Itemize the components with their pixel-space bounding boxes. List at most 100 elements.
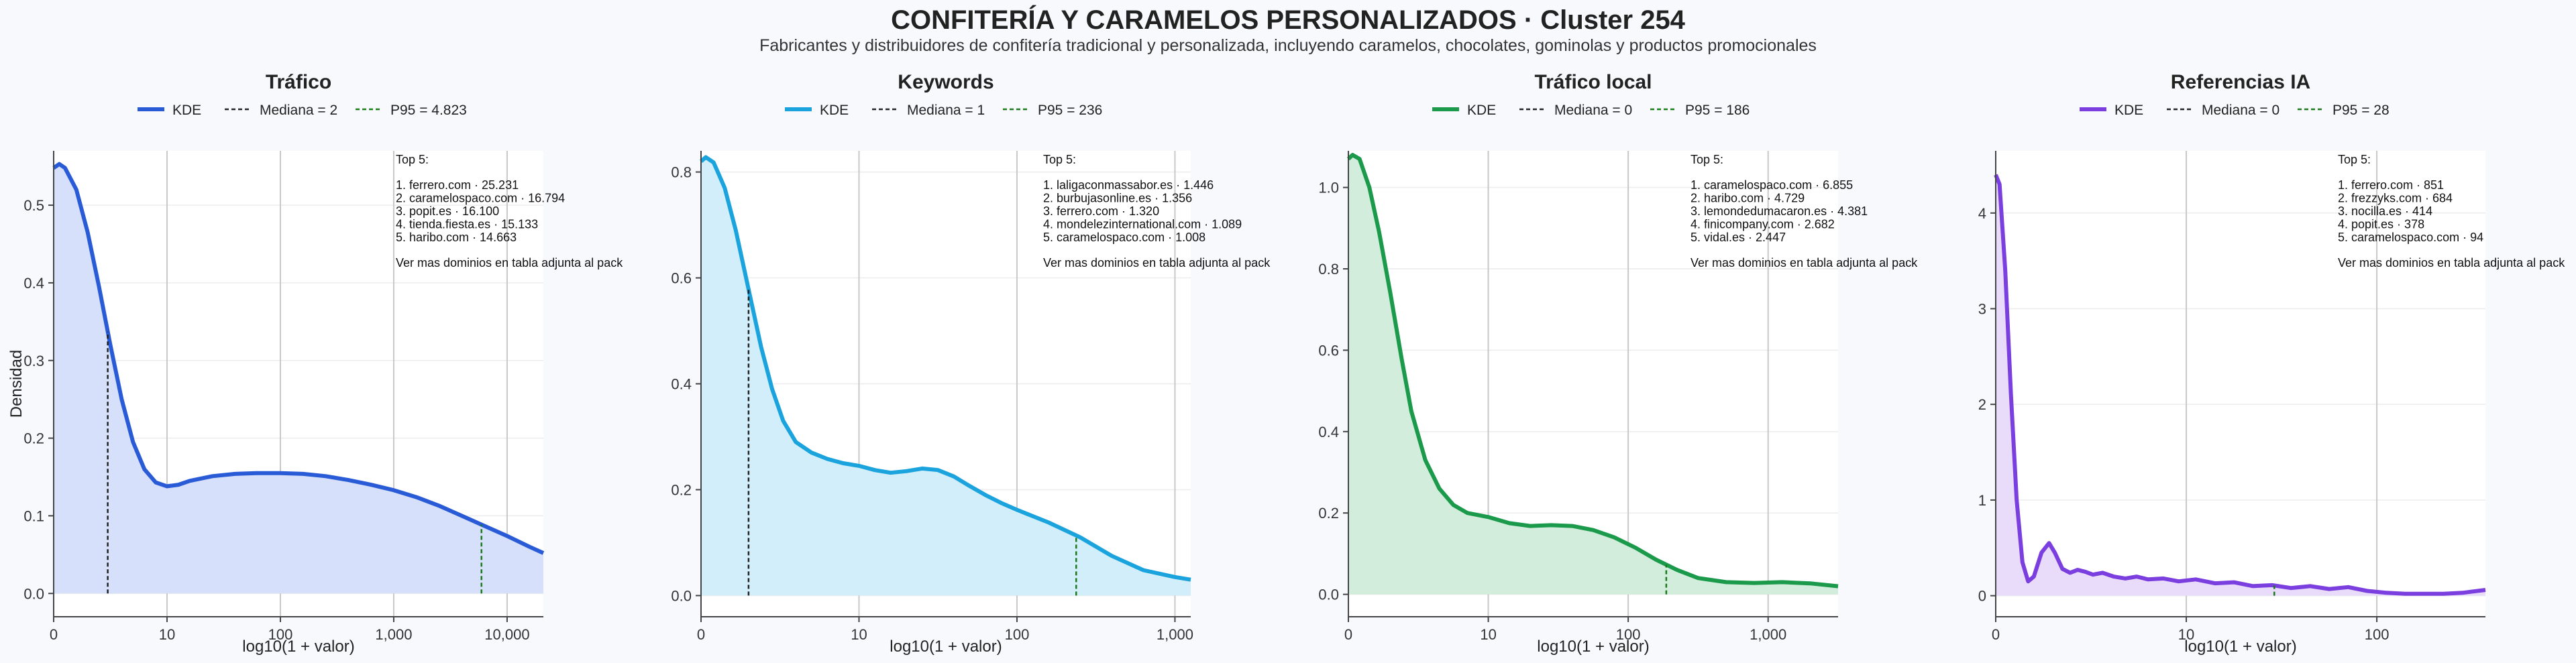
top5-item: 5. caramelospaco.com · 1.008 [1043,231,1205,244]
top5-item: 2. haribo.com · 4.729 [1690,192,1805,205]
chart-title: Tráfico local [1534,71,1652,93]
top5-footer: Ver mas dominios en tabla adjunta al pac… [1043,256,1271,269]
x-tick-label: 0 [697,626,705,643]
y-tick-label: 0.8 [1318,261,1339,278]
x-tick-label: 100 [268,626,293,643]
legend-p95-label: P95 = 4.823 [390,103,467,118]
top5-item: 3. popit.es · 16.100 [396,204,499,218]
chart-title: Keywords [898,71,994,93]
y-tick-label: 0.8 [671,164,692,181]
x-tick-label: 10 [2178,626,2194,643]
y-tick-label: 0.6 [1318,342,1339,359]
top5-item: 2. burbujasonline.es · 1.356 [1043,192,1192,205]
y-tick-label: 1 [1978,492,1986,509]
top5-footer: Ver mas dominios en tabla adjunta al pac… [396,256,623,269]
chart-panel: 0.0 0.1 0.2 0.3 0.4 0.5 0 10 100 1,000 10,000 log10… [7,71,623,656]
x-tick-label: 100 [2365,626,2390,643]
y-tick-label: 4 [1978,205,1986,222]
chart-title: Referencias IA [2171,71,2310,93]
kde-area [1348,155,1838,595]
x-tick-label: 10 [851,626,867,643]
x-tick-label: 100 [1616,626,1641,643]
x-tick-label: 0 [50,626,58,643]
top5-item: 3. nocilla.es · 414 [2338,204,2432,218]
top5-header: Top 5: [2338,153,2371,166]
y-tick-label: 0.4 [23,275,44,292]
y-tick-label: 0.2 [671,481,692,498]
y-tick-label: 0.1 [23,507,44,524]
y-tick-label: 0.0 [671,587,692,604]
top5-item: 4. popit.es · 378 [2338,218,2424,231]
top5-item: 1. laligaconmassabor.es · 1.446 [1043,178,1214,192]
legend-kde-label: KDE [172,103,201,118]
y-tick-label: 0.4 [671,376,692,393]
kde-area [701,157,1191,596]
chart-title: Tráfico [266,71,331,93]
x-tick-label: 1,000 [1157,626,1193,643]
top5-item: 5. haribo.com · 14.663 [396,231,517,244]
legend-median-label: Mediana = 0 [1554,103,1632,118]
legend-p95-label: P95 = 28 [2332,103,2390,118]
subtitle: Fabricantes y distribuidores de confiter… [759,36,1817,55]
x-tick-label: 0 [1992,626,2000,643]
top5-footer: Ver mas dominios en tabla adjunta al pac… [1690,256,1918,269]
top5-item: 4. finicompany.com · 2.682 [1690,218,1835,231]
top5-header: Top 5: [1690,153,1723,166]
top5-item: 2. caramelospaco.com · 16.794 [396,192,565,205]
top5-item: 1. ferrero.com · 25.231 [396,178,519,192]
x-tick-label: 0 [1344,626,1352,643]
x-axis-label: log10(1 + valor) [890,638,1002,656]
kde-line [52,162,545,555]
y-tick-label: 3 [1978,300,1986,317]
kde-line [700,155,1191,582]
kde-line [1994,174,2486,596]
x-tick-label: 10,000 [484,626,529,643]
top5-item: 5. vidal.es · 2.447 [1690,231,1786,244]
top5-header: Top 5: [1043,153,1076,166]
top5-item: 1. ferrero.com · 851 [2338,178,2444,192]
y-tick-label: 0.2 [23,430,44,447]
top5-item: 2. frezzyks.com · 684 [2338,192,2453,205]
y-tick-label: 0.4 [1318,424,1339,440]
legend-kde-label: KDE [820,103,849,118]
top5-item: 4. mondelezinternational.com · 1.089 [1043,218,1242,231]
x-tick-label: 1,000 [1750,626,1786,643]
x-axis-label: log10(1 + valor) [2184,638,2296,656]
kde-area [1996,174,2485,596]
chart-panel: 0 1 2 3 4 0 10 100 log10(1 + valor) Referencias I… [1978,71,2565,656]
top5-footer: Ver mas dominios en tabla adjunta al pac… [2338,256,2565,269]
top5-item: 3. ferrero.com · 1.320 [1043,204,1159,218]
y-tick-label: 0.2 [1318,505,1339,522]
legend-kde-label: KDE [2114,103,2143,118]
y-tick-label: 1.0 [1318,180,1339,196]
y-tick-label: 2 [1978,396,1986,413]
y-tick-label: 0.0 [1318,587,1339,603]
legend-p95-label: P95 = 186 [1685,103,1750,118]
legend-median-label: Mediana = 0 [2202,103,2279,118]
y-tick-label: 0.6 [671,270,692,287]
main-title: CONFITERÍA Y CARAMELOS PERSONALIZADOS · … [891,5,1685,35]
legend-median-label: Mediana = 2 [260,103,337,118]
y-tick-label: 0.5 [23,197,44,214]
y-axis-label: Densidad [7,350,25,418]
plot-area [1996,151,2485,617]
y-tick-label: 0.3 [23,353,44,369]
y-tick-label: 0.0 [23,585,44,602]
x-axis-label: log10(1 + valor) [242,638,354,656]
top5-item: 1. caramelospaco.com · 6.855 [1690,178,1853,192]
x-tick-label: 100 [1005,626,1030,643]
legend-p95-label: P95 = 236 [1038,103,1102,118]
x-tick-label: 10 [1480,626,1496,643]
x-tick-label: 1,000 [375,626,412,643]
top5-item: 3. lemondedumacaron.es · 4.381 [1690,204,1868,218]
chart-panel: 0.0 0.2 0.4 0.6 0.8 0 10 100 1,000 log10(1 + valo… [671,71,1271,656]
top5-item: 5. caramelospaco.com · 94 [2338,231,2483,244]
kde-line [1346,153,1839,589]
x-axis-label: log10(1 + valor) [1537,638,1649,656]
top5-header: Top 5: [396,153,429,166]
chart-panel: 0.0 0.2 0.4 0.6 0.8 1.0 0 10 100 1,000 log10(1 + v… [1318,71,1918,656]
top5-item: 4. tienda.fiesta.es · 15.133 [396,218,538,231]
legend-kde-label: KDE [1467,103,1496,118]
